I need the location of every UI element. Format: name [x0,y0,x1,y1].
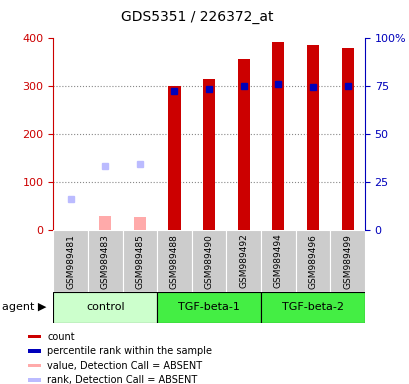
Bar [295,230,330,292]
Bar [28,349,41,353]
Bar [88,230,122,292]
Text: count: count [47,332,74,342]
Text: GSM989481: GSM989481 [66,234,75,288]
Text: agent ▶: agent ▶ [2,302,46,312]
Text: TGF-beta-1: TGF-beta-1 [178,302,239,312]
Bar [157,292,261,323]
Bar [99,216,111,230]
Bar [28,335,41,339]
Text: GSM989490: GSM989490 [204,234,213,288]
Bar [226,230,261,292]
Bar [272,42,284,230]
Bar [157,230,191,292]
Text: control: control [86,302,124,312]
Text: GSM989488: GSM989488 [170,234,179,288]
Bar [261,292,364,323]
Text: value, Detection Call = ABSENT: value, Detection Call = ABSENT [47,361,202,371]
Bar [133,217,146,230]
Text: GSM989496: GSM989496 [308,234,317,288]
Text: rank, Detection Call = ABSENT: rank, Detection Call = ABSENT [47,375,197,384]
Text: GSM989485: GSM989485 [135,234,144,288]
Bar [28,364,41,367]
Bar [122,230,157,292]
Text: GSM989499: GSM989499 [342,234,351,288]
Bar [306,45,318,230]
Text: GDS5351 / 226372_at: GDS5351 / 226372_at [120,10,272,23]
Text: GSM989483: GSM989483 [101,234,110,288]
Bar [341,48,353,230]
Bar [28,378,41,382]
Text: percentile rank within the sample: percentile rank within the sample [47,346,212,356]
Bar [237,59,249,230]
Bar [191,230,226,292]
Text: GSM989494: GSM989494 [273,234,282,288]
Bar [261,230,295,292]
Bar [168,86,180,230]
Text: GSM989492: GSM989492 [238,234,247,288]
Text: TGF-beta-2: TGF-beta-2 [281,302,343,312]
Bar [330,230,364,292]
Bar [53,292,157,323]
Bar [53,230,88,292]
Bar [202,79,215,230]
